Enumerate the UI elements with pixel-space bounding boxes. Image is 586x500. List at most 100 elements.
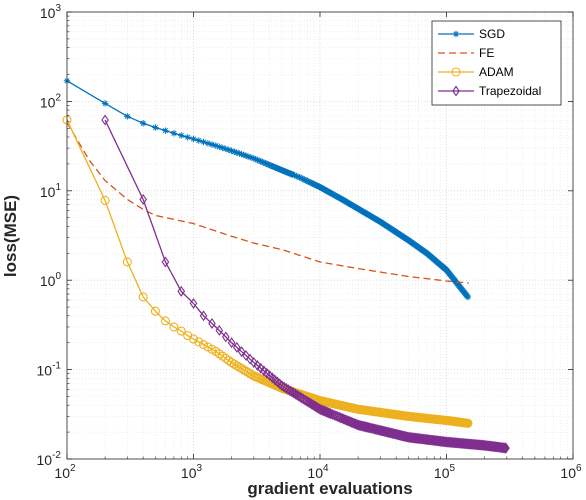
series-trapezoidal [101, 114, 510, 454]
data-point [502, 442, 510, 454]
y-tick-base: 10 [40, 94, 56, 110]
data-point [208, 318, 216, 329]
y-tick-exponent: -1 [52, 361, 61, 372]
series-markers-trapezoidal [101, 114, 510, 454]
x-tick-exponent: 3 [197, 463, 203, 474]
legend-label-sgd: SGD [479, 27, 505, 41]
data-point [282, 382, 290, 394]
series-layer [62, 77, 510, 454]
data-point [286, 385, 294, 397]
x-tick-label: 103 [181, 463, 203, 481]
data-point [161, 256, 170, 268]
data-point [242, 350, 250, 361]
legend-marker-trapezoidal [452, 85, 460, 97]
data-point [152, 124, 159, 131]
y-tick-exponent: 0 [55, 271, 61, 282]
y-tick-label: 100 [40, 271, 62, 289]
y-tick-label: 103 [40, 3, 62, 21]
x-tick-label: 102 [54, 463, 76, 481]
data-point [176, 326, 186, 336]
data-point [177, 285, 186, 297]
data-point [256, 362, 265, 374]
y-tick-exponent: -2 [52, 450, 61, 461]
x-tick-base: 10 [181, 465, 197, 481]
data-point [237, 346, 246, 358]
y-tick-exponent: 1 [55, 182, 61, 193]
legend-item-trapezoidal: Trapezoidal [438, 84, 541, 98]
data-point [122, 257, 132, 267]
axes-frame [66, 11, 574, 460]
data-point [237, 363, 247, 374]
data-point [246, 353, 254, 365]
y-tick-label: 101 [40, 182, 62, 200]
data-point [310, 400, 319, 412]
data-point [280, 381, 288, 393]
data-point [234, 362, 244, 372]
data-point [463, 418, 473, 428]
x-tick-base: 10 [54, 465, 70, 481]
data-point [289, 387, 298, 399]
data-point [253, 359, 262, 371]
data-point [227, 357, 237, 368]
data-point [170, 130, 178, 137]
x-tick-base: 10 [560, 465, 576, 481]
x-tick-base: 10 [434, 465, 450, 481]
data-point [499, 442, 508, 454]
data-point [284, 384, 292, 396]
data-point [169, 322, 179, 332]
y-tick-base: 10 [40, 273, 56, 289]
y-tick-label: 10-1 [37, 361, 62, 379]
y-tick-base: 10 [37, 452, 53, 468]
data-point [190, 135, 197, 143]
y-tick-base: 10 [40, 184, 56, 200]
data-point [189, 297, 198, 309]
data-point [150, 306, 160, 316]
data-point [162, 127, 169, 134]
x-tick-label: 104 [307, 463, 329, 481]
y-axis-label: loss(MSE) [1, 195, 20, 277]
x-tick-exponent: 5 [450, 463, 456, 474]
x-tick-base: 10 [307, 465, 323, 481]
legend-marker-adam [451, 67, 461, 77]
data-point [200, 138, 207, 146]
legend-label-fe: FE [479, 46, 494, 60]
data-point [341, 414, 349, 426]
y-tick-base: 10 [37, 363, 53, 379]
x-tick-exponent: 6 [576, 463, 582, 474]
data-point [100, 195, 110, 205]
series-line-fe [66, 122, 469, 284]
legend-label-adam: ADAM [479, 65, 514, 79]
data-point [188, 334, 199, 344]
legend-marker-sgd [452, 30, 460, 38]
data-point [232, 361, 242, 371]
data-point [139, 120, 147, 127]
legend: SGD FE ADAM Trapezoidal [431, 20, 562, 106]
y-tick-label: 102 [40, 92, 62, 110]
series-fe [66, 122, 469, 284]
y-tick-label: 10-2 [37, 450, 62, 468]
data-point [194, 337, 204, 347]
data-point [124, 113, 131, 120]
data-point [309, 399, 317, 411]
x-tick-label: 105 [434, 463, 456, 481]
x-axis-label: gradient evaluations [247, 479, 412, 498]
data-point [288, 386, 296, 398]
data-point [500, 442, 509, 454]
series-sgd [63, 77, 472, 301]
data-point [278, 380, 286, 392]
legend-item-sgd: SGD [438, 27, 505, 41]
data-point [250, 357, 258, 368]
legend-item-fe: FE [438, 46, 494, 60]
y-tick-exponent: 2 [55, 92, 61, 103]
data-point [344, 415, 352, 427]
data-point [342, 414, 351, 426]
data-point [229, 359, 239, 369]
data-point [501, 442, 509, 454]
legend-label-trapezoidal: Trapezoidal [479, 84, 541, 98]
data-point [199, 310, 208, 322]
data-point [221, 331, 230, 343]
x-tick-exponent: 2 [70, 463, 76, 474]
legend-item-adam: ADAM [438, 65, 514, 79]
